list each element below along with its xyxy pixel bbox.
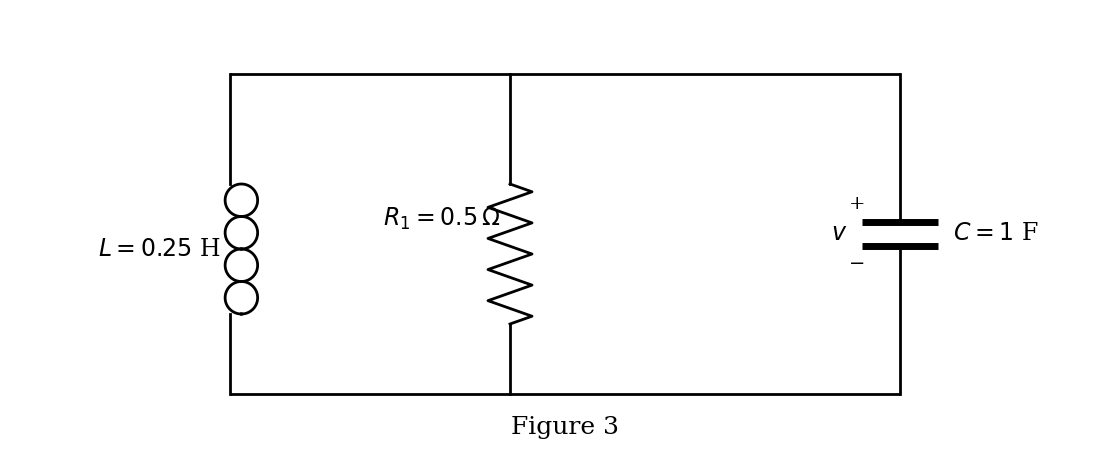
Text: $R_1 = 0.5\,\Omega$: $R_1 = 0.5\,\Omega$ bbox=[383, 206, 500, 232]
Text: +: + bbox=[849, 195, 865, 213]
Text: Figure 3: Figure 3 bbox=[511, 416, 619, 439]
Text: −: − bbox=[849, 255, 865, 273]
Text: $L = 0.25$ H: $L = 0.25$ H bbox=[98, 237, 220, 261]
Text: $C = 1$ F: $C = 1$ F bbox=[953, 223, 1038, 246]
Text: $v$: $v$ bbox=[831, 223, 847, 246]
